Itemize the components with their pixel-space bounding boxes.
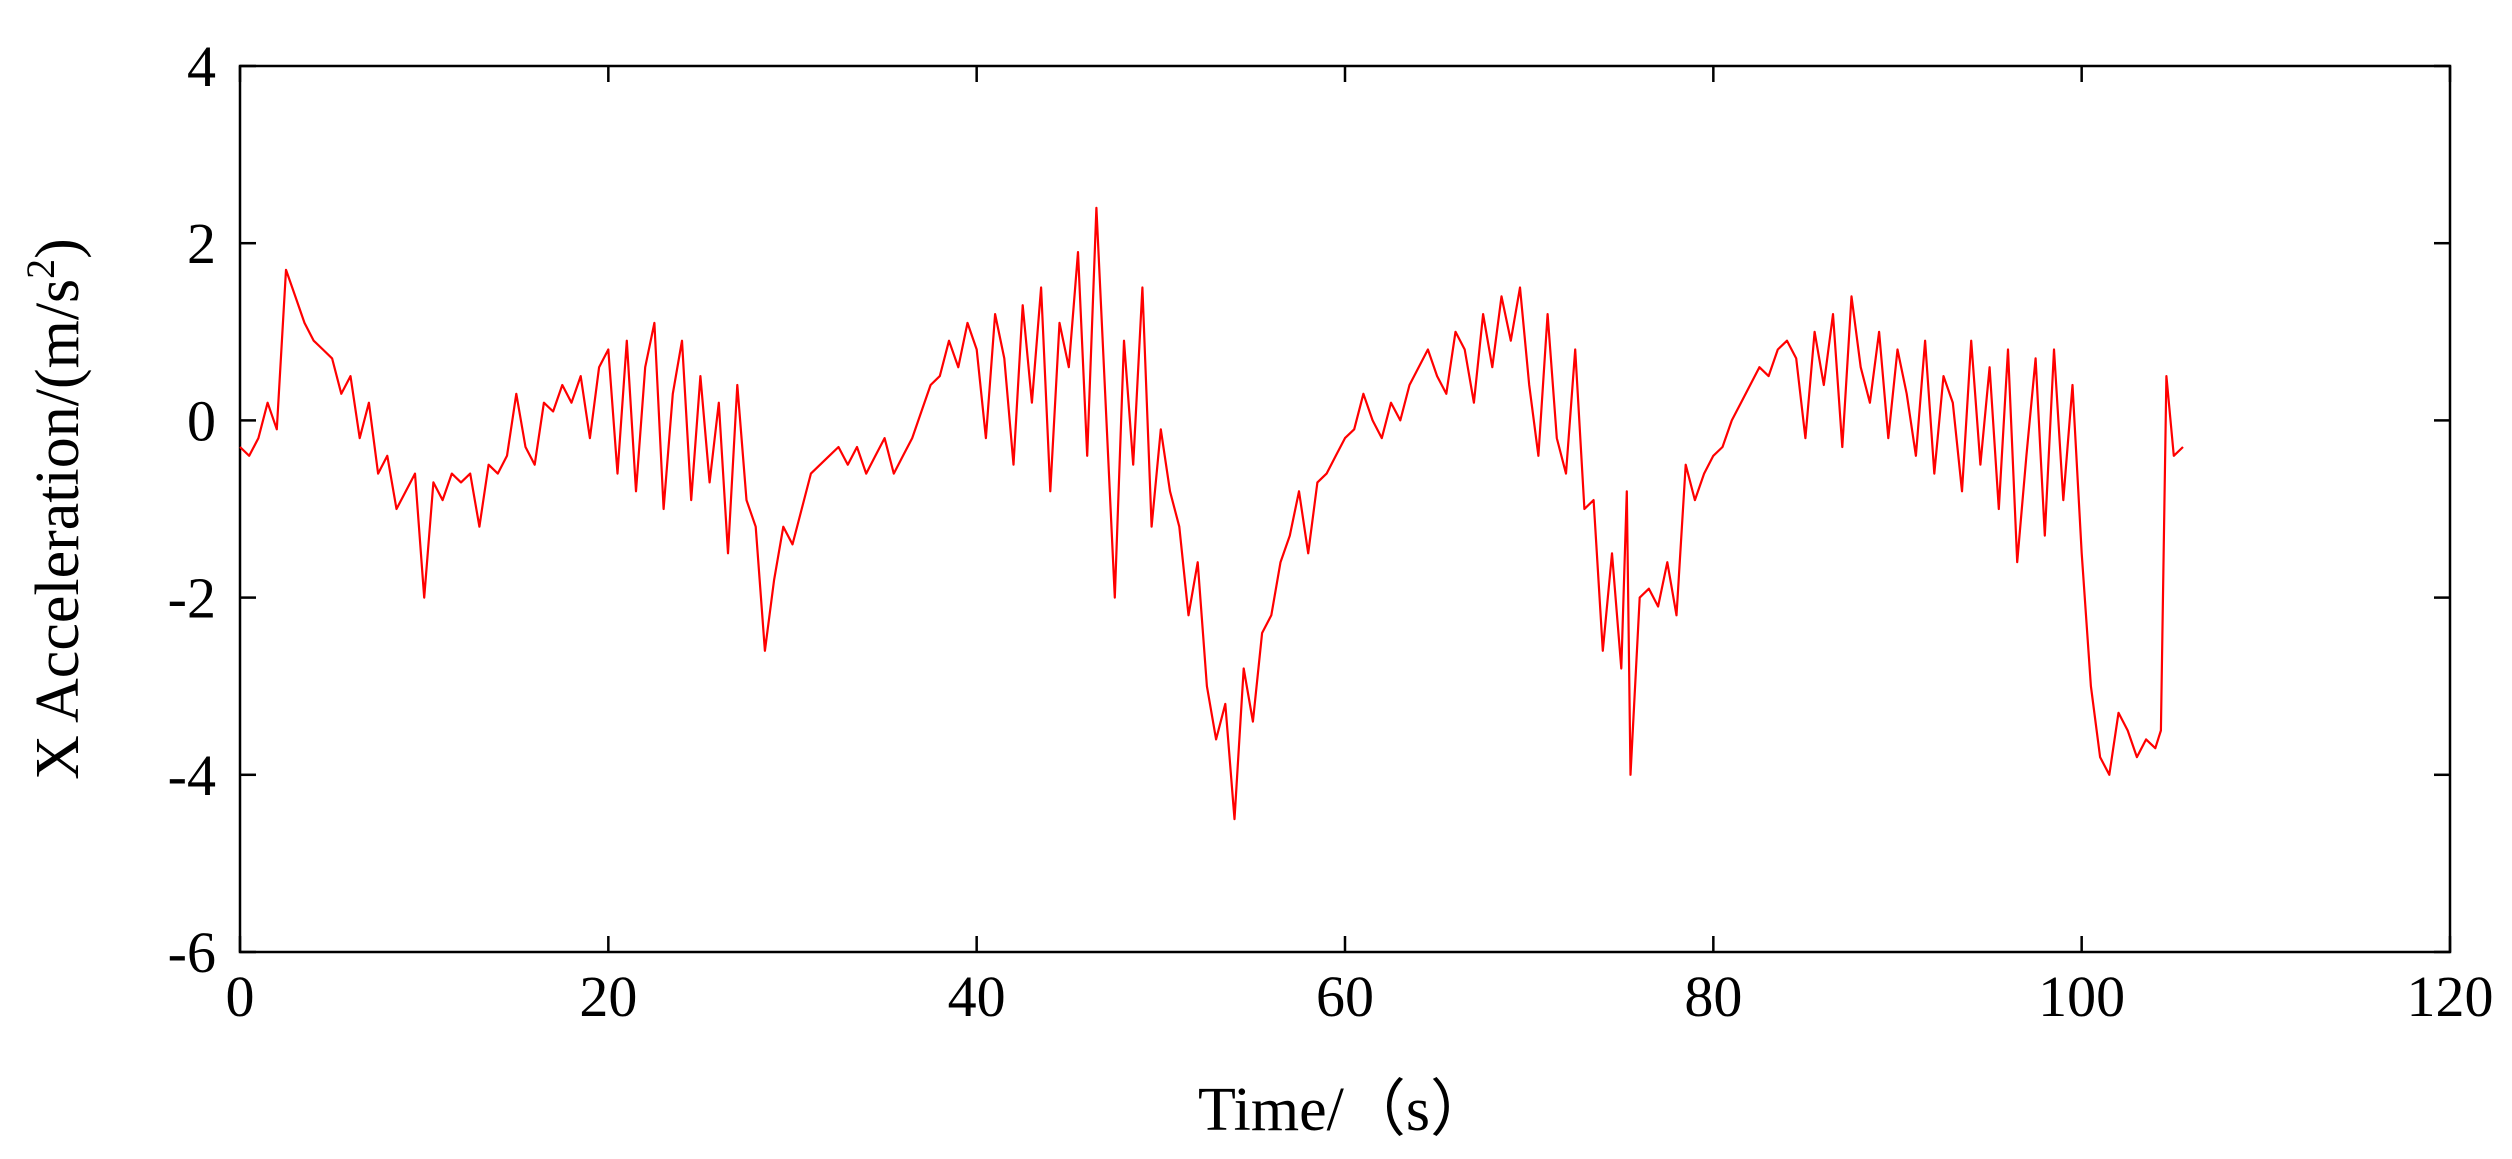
y-tick-label: -4 [168, 743, 216, 808]
labels-layer: 0 20 40 60 80 100 120 -6 -4 -2 0 2 4 [168, 34, 2494, 1029]
ticks-layer [238, 64, 2452, 954]
x-tick-label: 20 [579, 964, 637, 1029]
y-axis-title-main: X Acceleration/(m/s [24, 279, 92, 780]
y-tick-label: 0 [187, 388, 216, 453]
x-tick-label: 0 [226, 964, 255, 1029]
plot-area [238, 64, 2452, 954]
x-tick-label: 80 [1684, 964, 1742, 1029]
y-tick-label: -6 [168, 920, 216, 985]
y-tick-label: -2 [168, 566, 216, 631]
y-tick-label: 2 [187, 211, 216, 276]
x-tick-label: 40 [948, 964, 1006, 1029]
x-tick-label: 60 [1316, 964, 1374, 1029]
x-tick-label: 100 [2038, 964, 2125, 1029]
x-tick-label: 120 [2407, 964, 2494, 1029]
y-axis-title: X Acceleration/(m/s2) [18, 238, 92, 780]
x-axis-title: Time/（s） [1198, 1076, 1492, 1144]
y-axis-title-superscript: 2 [18, 259, 63, 279]
y-tick-label: 4 [187, 34, 216, 99]
y-axis-title-close: ) [24, 238, 92, 259]
data-layer [239, 206, 2184, 821]
series-line [239, 206, 2184, 821]
